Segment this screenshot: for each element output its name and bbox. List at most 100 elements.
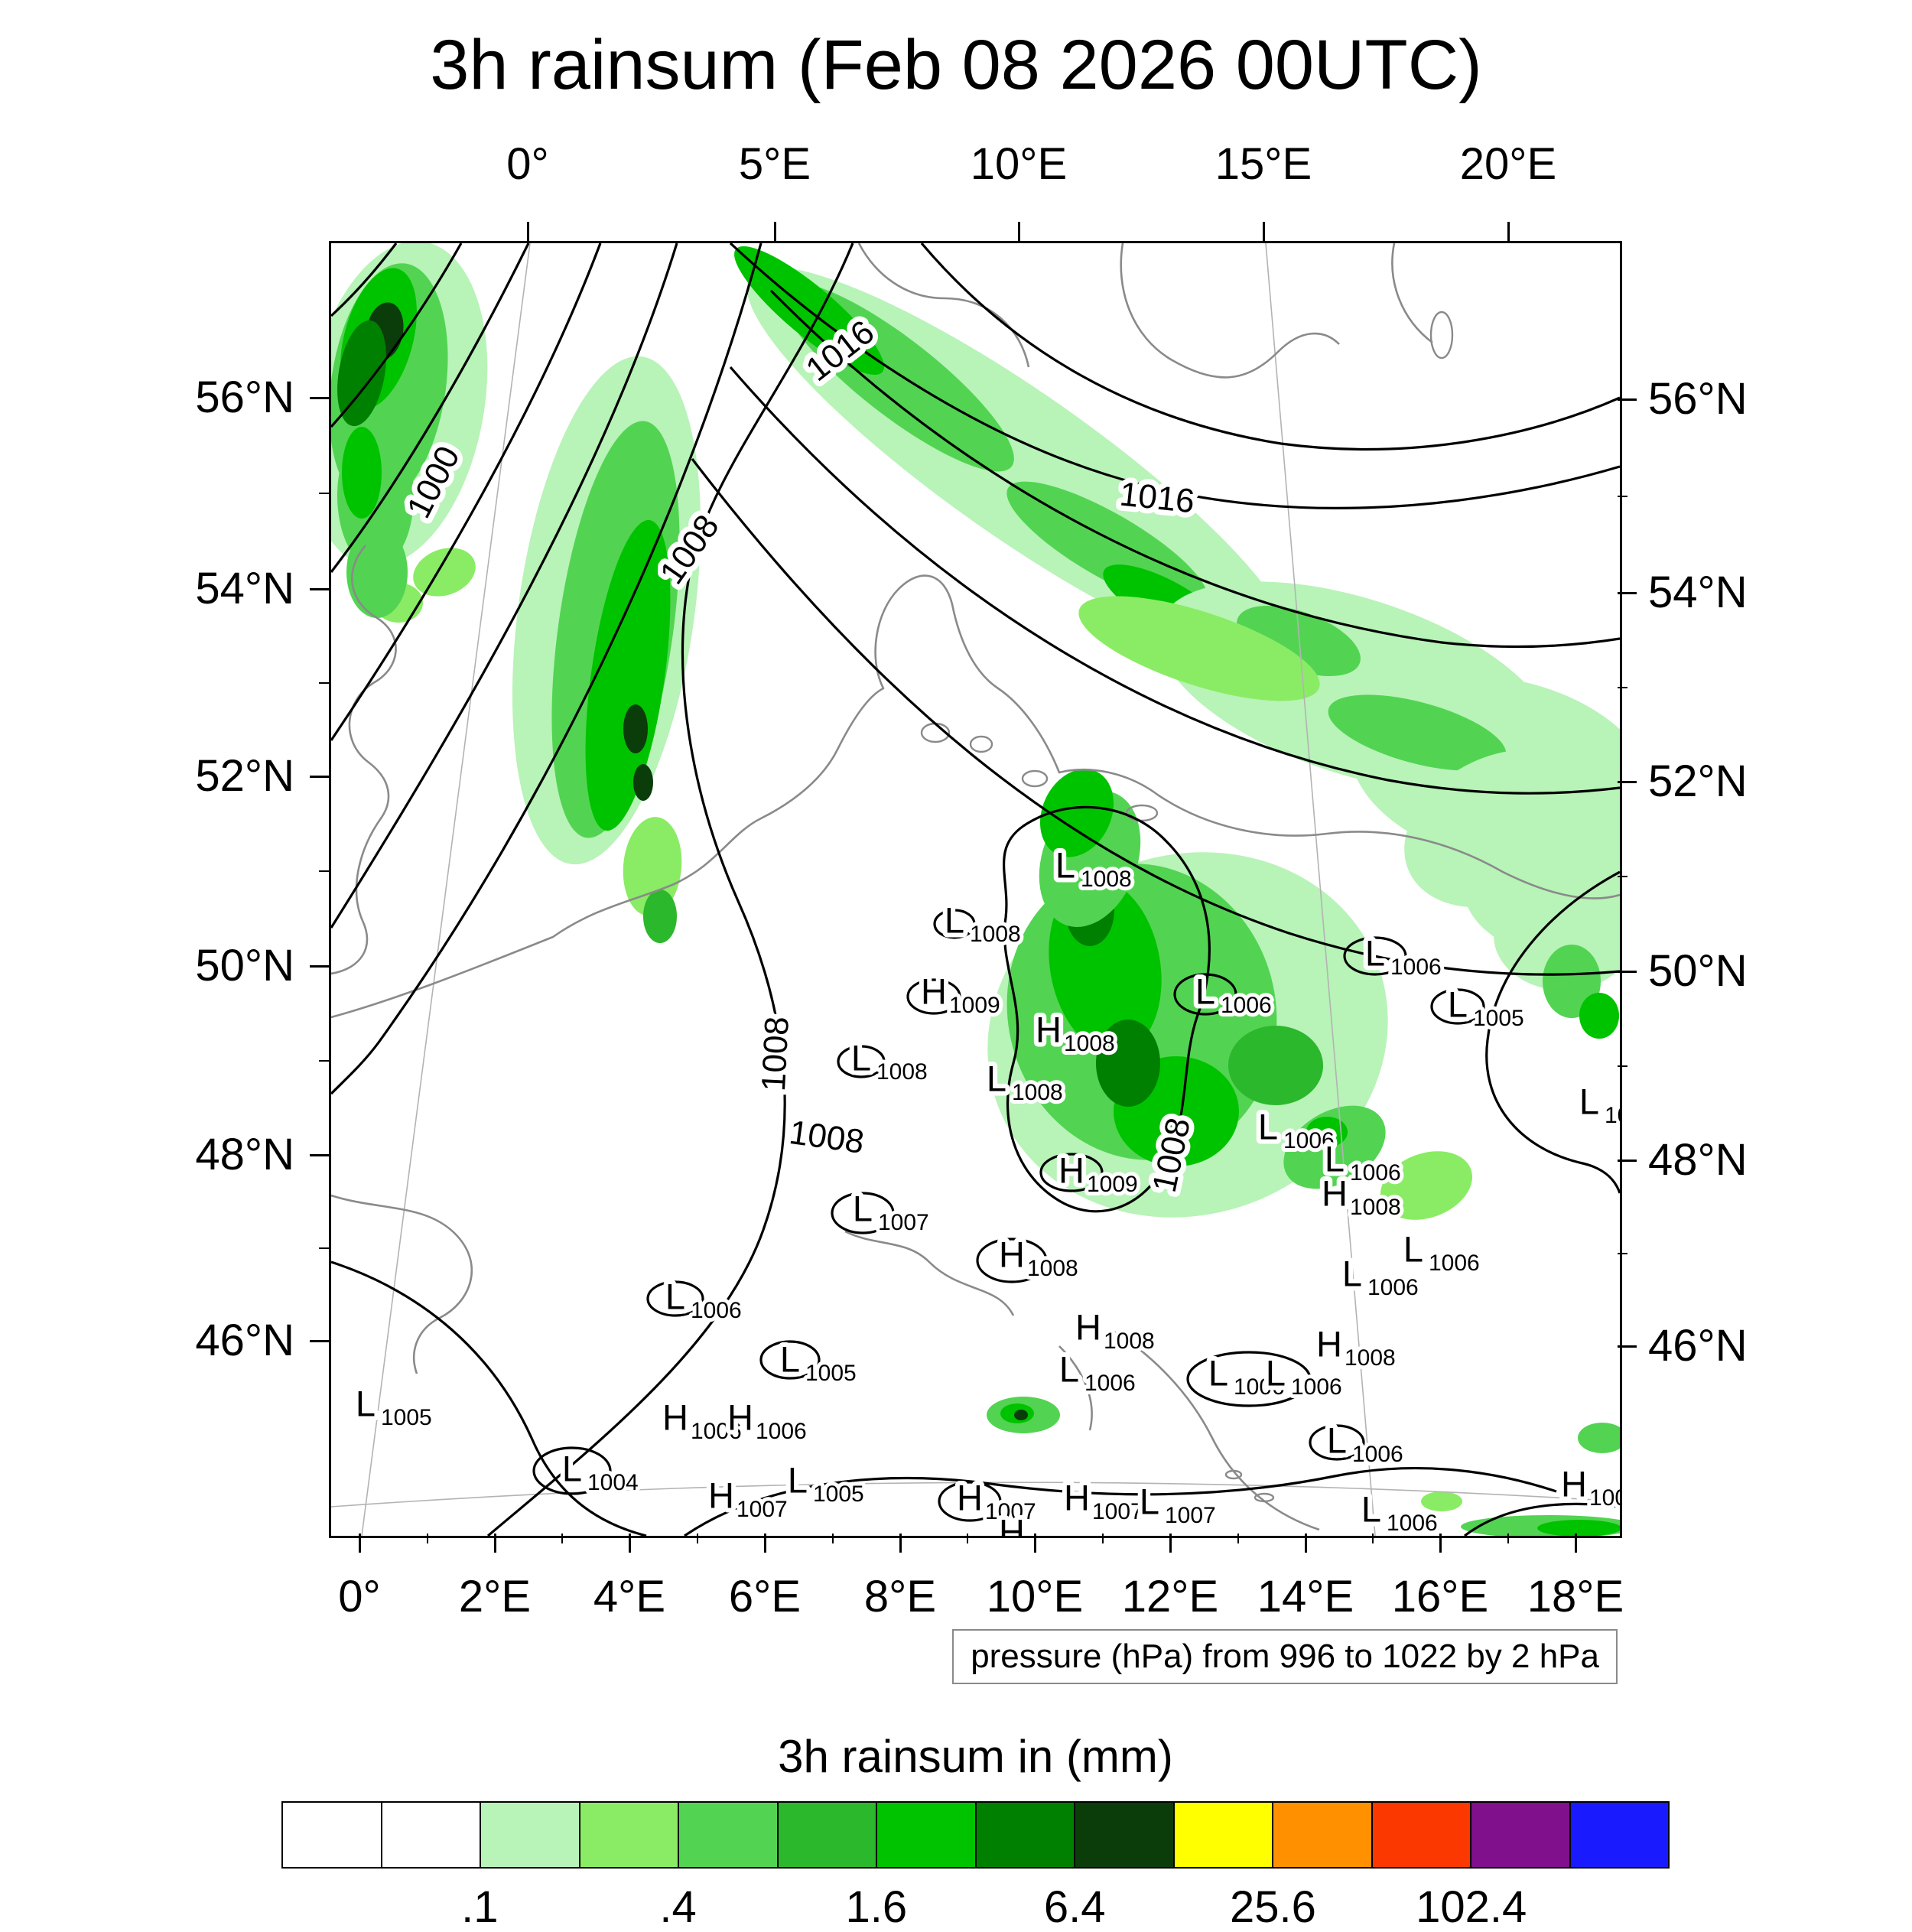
axis-label-bottom: 14°E: [1257, 1572, 1354, 1621]
pressure-center-letter: L: [1403, 1228, 1423, 1269]
pressure-center-letter: L: [1327, 1420, 1347, 1460]
axis-minortick-left: [319, 493, 329, 494]
pressure-center-value: 1007: [1589, 1485, 1620, 1511]
pressure-center-value: 1007: [1092, 1499, 1143, 1524]
pressure-center-value: 1006: [691, 1298, 742, 1323]
axis-tick-left: [310, 587, 329, 590]
isobar-1006-sw: [331, 1260, 647, 1536]
axis-tick-left: [310, 1339, 329, 1342]
pressure-center-value: 1008: [1104, 1329, 1155, 1354]
rain-patch: [1078, 596, 1320, 701]
colorbar-cell: [876, 1803, 975, 1867]
rain-patch: [623, 817, 682, 916]
axis-minortick-bottom: [696, 1534, 698, 1543]
pressure-center-value: 1007: [985, 1499, 1036, 1524]
isobar-1006-east: [1485, 870, 1620, 1194]
pressure-center-letter: L: [780, 1338, 800, 1379]
axis-label-left: 46°N: [195, 1316, 294, 1365]
pressure-center-letter: H: [957, 1477, 983, 1517]
low-pressure-marker: L 1008: [982, 1053, 1067, 1109]
closed-high: [976, 1238, 1048, 1283]
axis-tick-bottom: [628, 1534, 631, 1553]
low-pressure-marker: L 1007: [848, 1183, 933, 1239]
colorbar-cell: [380, 1803, 480, 1867]
axis-tick-left: [310, 1153, 329, 1156]
pressure-center-value: 1004: [587, 1470, 639, 1495]
pressure-center-letter: L: [1208, 1352, 1228, 1393]
colorbar: [281, 1801, 1670, 1869]
axis-minortick-left: [319, 870, 329, 872]
colorbar-tick-label: 25.6: [1229, 1882, 1316, 1932]
axis-tick-right: [1618, 398, 1637, 401]
isobar-1012: [729, 366, 1620, 795]
rain-patch: [1421, 1491, 1462, 1511]
axis-label-left: 50°N: [195, 941, 294, 990]
closed-low: [831, 1192, 895, 1234]
axis-label-bottom: 0°: [338, 1572, 381, 1621]
pressure-center-value: 1006: [1429, 1251, 1480, 1276]
pressure-center-letter: L: [1059, 1348, 1079, 1389]
pressure-center-value: 1006: [691, 1419, 742, 1444]
axis-minortick-bottom: [1372, 1534, 1374, 1543]
colorbar-tick-label: .4: [659, 1882, 697, 1932]
axis-label-bottom: 10°E: [986, 1572, 1084, 1621]
rain-patch: [1096, 1020, 1160, 1107]
axis-label-bottom: 16°E: [1391, 1572, 1489, 1621]
coastline-france-west: [331, 1194, 473, 1374]
pressure-center-value: 1005: [813, 1482, 864, 1507]
low-pressure-marker: L 1005: [351, 1378, 436, 1434]
colorbar-tick-label: 6.4: [1043, 1882, 1106, 1932]
axis-label-left: 52°N: [195, 751, 294, 801]
closed-low: [1173, 973, 1237, 1016]
pressure-center-letter: H: [708, 1475, 734, 1515]
low-pressure-marker: L 1008: [1051, 840, 1136, 896]
isobar-998: [331, 243, 463, 428]
rain-patch: [1537, 1520, 1620, 1536]
axis-label-bottom: 4°E: [593, 1572, 666, 1621]
pressure-center-letter: L: [665, 1276, 685, 1316]
colorbar-cell: [1371, 1803, 1470, 1867]
coastline-britain: [331, 545, 397, 975]
high-pressure-marker: H 1009: [916, 966, 1004, 1022]
pressure-center-letter: H: [1322, 1173, 1348, 1213]
isobar-1016-a: [729, 243, 1620, 509]
axis-tick-top: [1507, 222, 1510, 241]
axis-label-right: 46°N: [1648, 1321, 1748, 1371]
colorbar-title: 3h rainsum in (mm): [778, 1731, 1173, 1782]
pressure-center-value: 1006: [1605, 1103, 1620, 1128]
axis-tick-top: [773, 222, 776, 241]
axis-minortick-bottom: [967, 1534, 968, 1543]
axis-minortick-bottom: [831, 1534, 834, 1543]
pressure-center-letter: L: [788, 1459, 808, 1500]
axis-label-left: 48°N: [195, 1130, 294, 1179]
pressure-center-value: 1006: [1367, 1275, 1419, 1300]
closed-low: [933, 909, 976, 939]
low-pressure-marker: L 1004: [558, 1443, 642, 1499]
colorbar-cell: [1074, 1803, 1173, 1867]
colorbar-cell: [776, 1803, 876, 1867]
axis-label-bottom: 12°E: [1121, 1572, 1219, 1621]
pressure-center-letter: L: [1365, 932, 1385, 973]
isobar-1016-b: [920, 243, 1620, 451]
pressure-center-value: 1007: [737, 1497, 788, 1522]
axis-label-right: 54°N: [1648, 568, 1748, 617]
axis-tick-right: [1618, 591, 1637, 594]
pressure-center-letter: H: [1058, 1150, 1084, 1190]
axis-minortick-left: [319, 1247, 329, 1249]
pressure-center-letter: H: [727, 1397, 753, 1437]
pressure-center-value: 1006: [1084, 1371, 1136, 1396]
rain-patch: [1228, 1026, 1323, 1105]
rain-patch: [1328, 694, 1507, 771]
axis-tick-right: [1618, 970, 1637, 973]
closed-low: [646, 1280, 704, 1317]
